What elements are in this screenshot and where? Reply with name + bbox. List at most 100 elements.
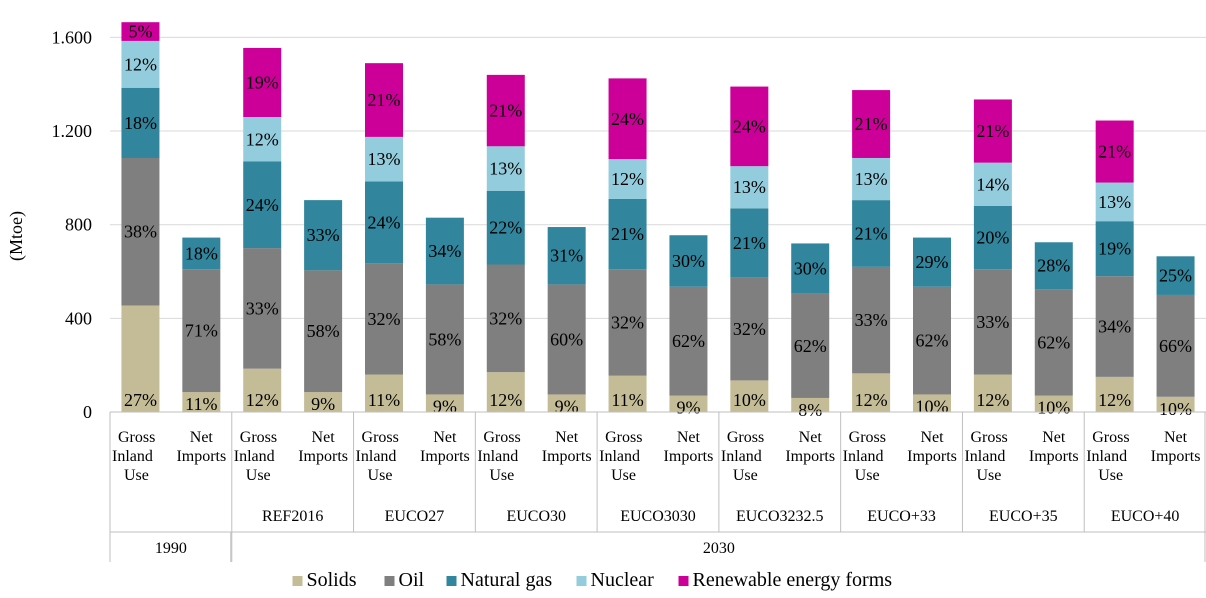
bar-segment — [365, 263, 403, 375]
bar-segment — [365, 181, 403, 264]
data-label: 19% — [246, 72, 279, 92]
x-axis: Gross Inland Use Net Imports Gross Inland Use Ne… — [109, 411, 1206, 562]
category-label: Gross — [483, 429, 520, 446]
year-label: 2030 — [703, 540, 735, 557]
data-label: 24% — [611, 109, 644, 129]
bar-segment — [973, 99, 1012, 163]
data-label: 13% — [368, 149, 401, 169]
bar-segment — [1156, 294, 1195, 397]
data-label: 58% — [428, 329, 461, 349]
category-label: Imports — [1029, 448, 1079, 465]
data-label: 18% — [185, 243, 218, 263]
data-label: 19% — [1098, 239, 1131, 259]
data-label: 10% — [1037, 398, 1070, 418]
data-label: 30% — [672, 251, 705, 271]
category-label: Gross — [605, 429, 642, 446]
data-label: 27% — [124, 390, 157, 410]
data-label: 9% — [311, 394, 335, 414]
bar-segment — [547, 227, 586, 285]
bar-segment — [486, 146, 525, 191]
data-label: 10% — [1159, 399, 1192, 419]
category-label: Inland — [964, 448, 1005, 465]
bar-segment — [730, 86, 769, 167]
bar-segment — [791, 243, 830, 294]
data-label: 12% — [489, 390, 522, 410]
bar-segment — [973, 205, 1012, 270]
legend-swatch — [446, 576, 457, 586]
bar-segment — [608, 159, 647, 199]
gridlines — [110, 36, 1206, 319]
data-label: 13% — [855, 169, 888, 189]
bar-segment — [1156, 256, 1195, 295]
data-label: 12% — [124, 54, 157, 74]
data-label: 30% — [794, 259, 827, 279]
category-label: Inland — [599, 448, 640, 465]
bar-segment — [852, 373, 891, 412]
category-label: Imports — [907, 448, 957, 465]
category-label: Net — [312, 429, 336, 446]
data-label: 24% — [246, 195, 279, 215]
bar-segment — [1095, 182, 1134, 222]
category-label: Gross — [118, 429, 155, 446]
category-label: Net — [920, 429, 944, 446]
data-label: 24% — [368, 212, 401, 232]
bar-segment — [121, 157, 160, 306]
data-label: 34% — [1098, 317, 1131, 337]
scenario-label: EUCO30 — [506, 508, 566, 525]
data-label: 62% — [916, 331, 949, 351]
bar-segment — [730, 277, 769, 381]
bar-segment — [913, 237, 951, 287]
data-label: 14% — [976, 174, 1009, 194]
scenario-label: EUCO+35 — [989, 508, 1058, 525]
bar-segment — [608, 78, 647, 160]
bar-segment — [973, 374, 1012, 412]
category-label: Use — [124, 467, 149, 484]
bar-segment — [608, 375, 647, 412]
bar-segment — [1034, 289, 1073, 396]
category-label: Net — [799, 429, 823, 446]
bar-segment — [1095, 276, 1134, 377]
data-label: 18% — [124, 113, 157, 133]
data-label: 21% — [368, 90, 401, 110]
bar-segment — [973, 269, 1012, 375]
y-tick-label: 1.600 — [52, 27, 93, 47]
data-labels: 27% 38% 18% 12% 5% 11% 71% 18% 12% 33% 24% 12% 19% 9%… — [124, 22, 1192, 420]
data-label: 32% — [733, 319, 766, 339]
bar-segment — [121, 305, 160, 412]
bar-segment — [669, 395, 708, 412]
bar-segment — [791, 293, 830, 398]
bar-segment — [852, 157, 891, 201]
bar-segment — [304, 270, 343, 393]
bar-segment — [243, 248, 282, 369]
data-label: 10% — [733, 390, 766, 410]
y-tick-label: 1.200 — [52, 121, 93, 141]
legend-swatch — [678, 576, 689, 586]
category-label: Use — [976, 467, 1001, 484]
category-label: Inland — [356, 448, 397, 465]
category-label: Imports — [542, 448, 592, 465]
legend-label: Renewable energy forms — [693, 569, 893, 591]
category-label: Inland — [112, 448, 153, 465]
bar-segment — [730, 208, 769, 278]
data-label: 33% — [307, 225, 340, 245]
bar-segment — [1156, 396, 1195, 412]
legend-label: Solids — [307, 569, 357, 591]
data-label: 66% — [1159, 336, 1192, 356]
bar-segment — [669, 286, 708, 396]
category-label: Gross — [240, 429, 277, 446]
bar-segment — [182, 269, 221, 393]
category-label: Use — [246, 467, 271, 484]
bar-segment — [304, 200, 343, 271]
scenario-label: EUCO3232.5 — [736, 508, 824, 525]
category-label: Use — [489, 467, 514, 484]
data-label: 29% — [916, 252, 949, 272]
scenario-label: EUCO+33 — [867, 508, 936, 525]
category-label: Imports — [420, 448, 470, 465]
bar-segment — [730, 380, 769, 412]
category-label: Use — [368, 467, 393, 484]
data-label: 25% — [1159, 266, 1192, 286]
data-label: 11% — [368, 390, 400, 410]
y-tick-label: 0 — [83, 402, 92, 422]
category-label: Net — [677, 429, 701, 446]
